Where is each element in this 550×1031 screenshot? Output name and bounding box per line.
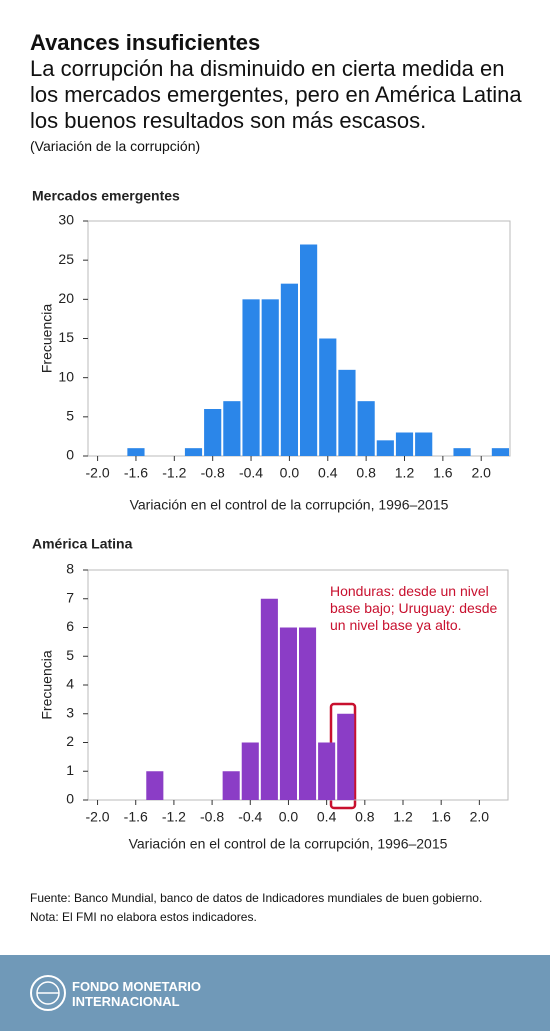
bar	[260, 598, 278, 800]
bar	[395, 432, 414, 456]
bar	[318, 742, 336, 800]
note: (Variación de la corrupción)	[30, 138, 201, 154]
bar	[127, 448, 145, 456]
y-tick-label: 25	[58, 251, 74, 267]
y-axis-label: Frecuencia	[39, 304, 55, 373]
logo-text: FONDO MONETARIO INTERNACIONAL	[72, 979, 202, 1009]
bar	[280, 283, 298, 456]
bar	[223, 401, 241, 456]
x-tick-label: 1.2	[393, 809, 413, 825]
y-tick-label: 15	[58, 329, 74, 345]
x-tick-label: -0.8	[200, 809, 224, 825]
logo-icon	[30, 975, 66, 1011]
y-tick-label: 3	[66, 704, 74, 720]
x-axis-label: Variación en el control de la corrupción…	[129, 836, 448, 852]
y-tick-label: 6	[66, 618, 74, 634]
bar	[222, 771, 240, 800]
bar	[337, 713, 355, 800]
bar	[376, 440, 394, 456]
bar	[279, 627, 297, 800]
x-tick-label: -1.2	[162, 809, 186, 825]
x-tick-label: -0.8	[201, 465, 225, 481]
title: Avances insuficientes	[30, 30, 261, 55]
y-tick-label: 30	[58, 212, 74, 228]
x-tick-label: 0.0	[280, 465, 300, 481]
bar	[242, 299, 260, 456]
x-tick-label: -1.6	[124, 809, 148, 825]
x-tick-label: -0.4	[238, 809, 262, 825]
bar	[184, 448, 203, 456]
bar	[261, 299, 279, 456]
x-tick-label: 1.6	[431, 809, 451, 825]
y-tick-label: 1	[66, 762, 74, 778]
y-axis-label: Frecuencia	[39, 650, 55, 719]
x-tick-label: 0.4	[317, 809, 337, 825]
x-tick-label: 2.0	[470, 809, 490, 825]
annotation: Honduras: desde un nivel base bajo; Urug…	[330, 583, 498, 633]
bar	[357, 401, 375, 456]
x-tick-label: 0.8	[355, 809, 375, 825]
y-tick-label: 4	[66, 676, 74, 692]
bar	[241, 742, 259, 800]
x-tick-label: 2.0	[471, 465, 491, 481]
x-tick-label: -1.2	[162, 465, 186, 481]
chart-title: América Latina	[32, 536, 133, 552]
y-tick-label: 2	[66, 733, 74, 749]
bar	[453, 448, 471, 456]
chart-title: Mercados emergentes	[32, 188, 180, 204]
bar	[299, 627, 317, 800]
bar	[300, 244, 318, 456]
bar	[338, 369, 356, 456]
x-tick-label: -2.0	[86, 465, 110, 481]
y-tick-label: 20	[58, 290, 74, 306]
x-tick-label: 1.6	[433, 465, 453, 481]
y-tick-label: 7	[66, 589, 74, 605]
footnote: Nota: El FMI no elabora estos indicadore…	[30, 910, 257, 924]
bar	[146, 771, 164, 800]
x-tick-label: -0.4	[239, 465, 263, 481]
source: Fuente: Banco Mundial, banco de datos de…	[30, 891, 483, 905]
subtitle: La corrupción ha disminuido en cierta me…	[30, 56, 522, 133]
x-tick-label: 1.2	[395, 465, 415, 481]
y-tick-label: 0	[66, 447, 74, 463]
y-tick-label: 0	[66, 791, 74, 807]
y-tick-label: 5	[66, 408, 74, 424]
y-tick-label: 10	[58, 368, 74, 384]
x-tick-label: 0.4	[318, 465, 338, 481]
x-tick-label: 0.8	[356, 465, 376, 481]
x-tick-label: -2.0	[85, 809, 109, 825]
x-tick-label: 0.0	[279, 809, 299, 825]
plot-frame	[87, 220, 511, 457]
y-tick-label: 5	[66, 647, 74, 663]
bar	[491, 448, 509, 456]
y-tick-label: 8	[66, 561, 74, 577]
bar	[415, 432, 433, 456]
x-tick-label: -1.6	[124, 465, 148, 481]
bar	[204, 409, 222, 456]
x-axis-label: Variación en el control de la corrupción…	[130, 497, 449, 513]
footer-band: FONDO MONETARIO INTERNACIONAL	[0, 955, 550, 1031]
bar	[319, 338, 337, 456]
